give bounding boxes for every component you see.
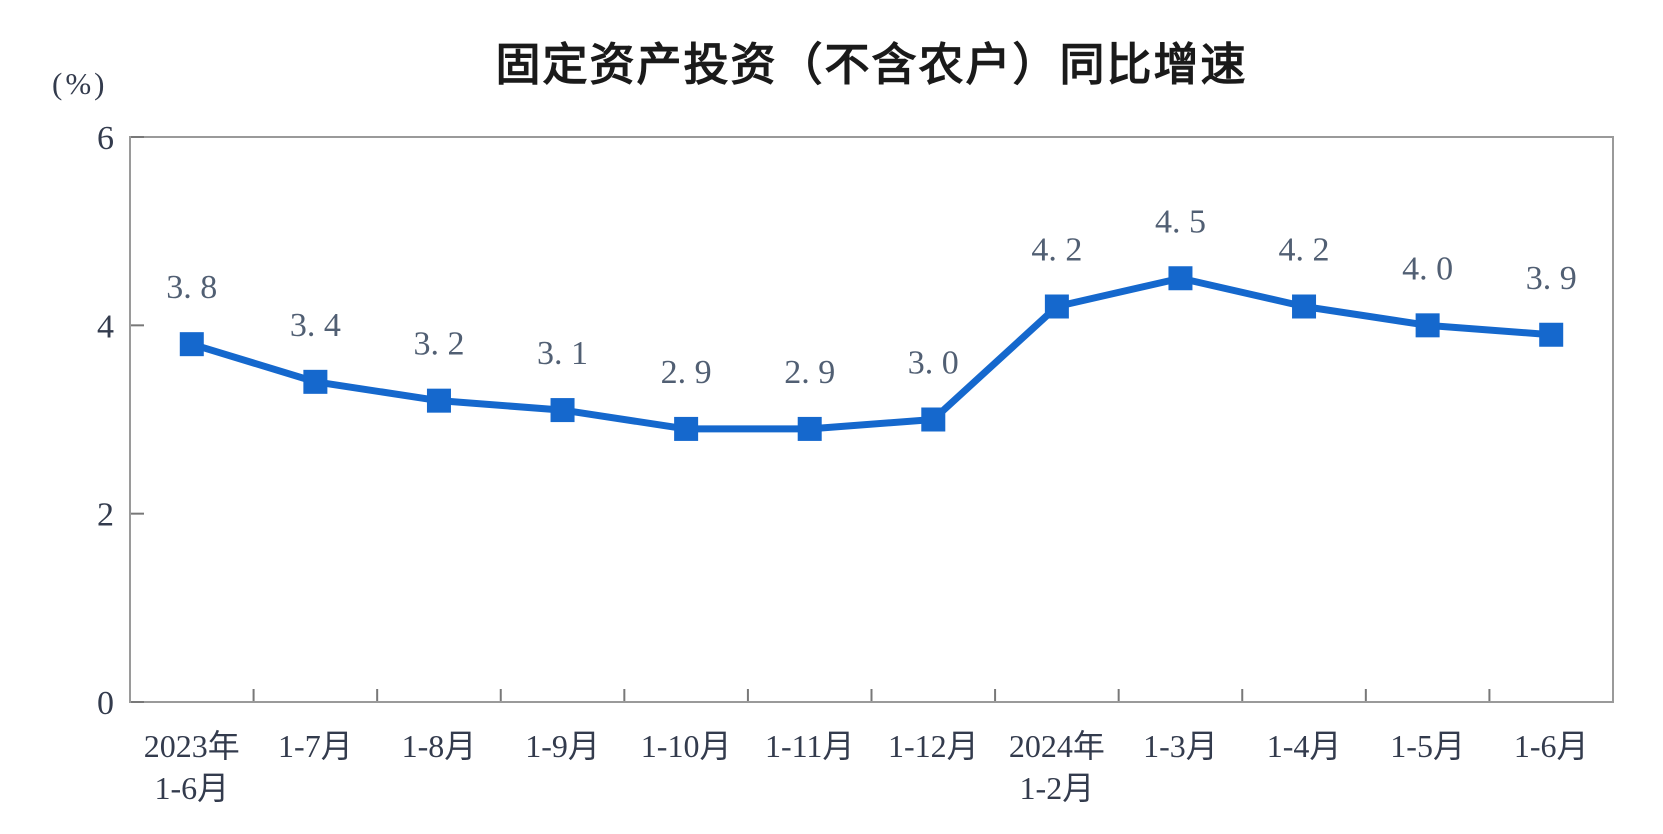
data-point-label: 3. 1 <box>537 335 588 372</box>
data-point-marker <box>179 332 204 357</box>
data-point-marker <box>550 398 575 423</box>
data-point-marker <box>1415 313 1440 338</box>
x-axis-category-label: 1-10月 <box>641 728 732 764</box>
data-point-label: 4. 5 <box>1155 203 1206 240</box>
series-line <box>188 274 1555 433</box>
x-axis-category-label: 1-11月 <box>765 728 854 764</box>
data-point-marker <box>1044 294 1069 319</box>
x-axis-category-label: 1-3月 <box>1143 728 1218 764</box>
data-point-marker <box>921 407 946 432</box>
data-point-label: 3. 9 <box>1526 260 1577 297</box>
x-axis-category-label: 2023年 <box>144 728 240 764</box>
data-point-label: 3. 8 <box>166 269 217 306</box>
x-axis-category-label: 1-6月 <box>1514 728 1589 764</box>
data-point-marker <box>1168 266 1193 291</box>
data-point-label: 2. 9 <box>784 354 835 391</box>
plot-area-border <box>129 136 1614 703</box>
y-axis-tick-label: 2 <box>97 497 114 534</box>
data-point-marker <box>1292 294 1317 319</box>
data-point-label: 4. 2 <box>1279 232 1330 269</box>
data-point-label: 4. 0 <box>1402 250 1453 287</box>
x-axis-category-label-line2: 1-6月 <box>154 770 229 806</box>
x-axis-category-label: 2024年 <box>1009 728 1105 764</box>
data-point-label: 3. 2 <box>413 326 464 363</box>
data-point-marker <box>674 416 699 441</box>
y-axis-tick-label: 6 <box>97 120 114 157</box>
data-point-label: 4. 2 <box>1031 232 1082 269</box>
data-point-marker <box>426 388 451 413</box>
data-point-marker <box>303 369 328 394</box>
data-point-label: 2. 9 <box>661 354 712 391</box>
x-axis-category-label: 1-5月 <box>1390 728 1465 764</box>
x-axis-category-label: 1-9月 <box>525 728 600 764</box>
y-axis-unit-label: (%) <box>52 66 108 101</box>
y-axis-tick-label: 0 <box>97 685 114 722</box>
x-axis-category-label: 1-8月 <box>402 728 477 764</box>
chart-title: 固定资产投资（不含农户）同比增速 <box>495 39 1248 90</box>
y-axis-tick-label: 4 <box>97 308 114 345</box>
data-point-label: 3. 4 <box>290 307 341 344</box>
data-point-marker <box>797 416 822 441</box>
x-axis-category-label: 1-7月 <box>278 728 353 764</box>
data-point-marker <box>1539 322 1564 347</box>
data-point-label: 3. 0 <box>908 345 959 382</box>
x-axis-category-label: 1-12月 <box>888 728 979 764</box>
x-axis-category-label: 1-4月 <box>1267 728 1342 764</box>
x-axis-category-label-line2: 1-2月 <box>1020 770 1095 806</box>
